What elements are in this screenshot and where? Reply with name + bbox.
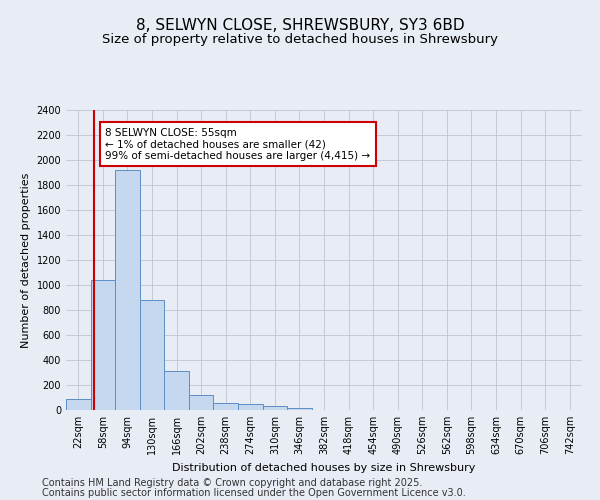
Bar <box>164 371 189 410</box>
Bar <box>115 170 140 410</box>
Bar <box>91 280 115 410</box>
Bar <box>189 395 214 410</box>
Bar <box>140 300 164 410</box>
Bar <box>66 399 91 410</box>
Text: Contains public sector information licensed under the Open Government Licence v3: Contains public sector information licen… <box>42 488 466 498</box>
Bar <box>214 402 238 410</box>
Bar <box>263 406 287 410</box>
Text: 8, SELWYN CLOSE, SHREWSBURY, SY3 6BD: 8, SELWYN CLOSE, SHREWSBURY, SY3 6BD <box>136 18 464 32</box>
Bar <box>287 408 312 410</box>
Y-axis label: Number of detached properties: Number of detached properties <box>21 172 31 348</box>
Text: Contains HM Land Registry data © Crown copyright and database right 2025.: Contains HM Land Registry data © Crown c… <box>42 478 422 488</box>
Bar <box>238 404 263 410</box>
Text: Size of property relative to detached houses in Shrewsbury: Size of property relative to detached ho… <box>102 32 498 46</box>
Text: 8 SELWYN CLOSE: 55sqm
← 1% of detached houses are smaller (42)
99% of semi-detac: 8 SELWYN CLOSE: 55sqm ← 1% of detached h… <box>106 128 370 160</box>
X-axis label: Distribution of detached houses by size in Shrewsbury: Distribution of detached houses by size … <box>172 462 476 472</box>
